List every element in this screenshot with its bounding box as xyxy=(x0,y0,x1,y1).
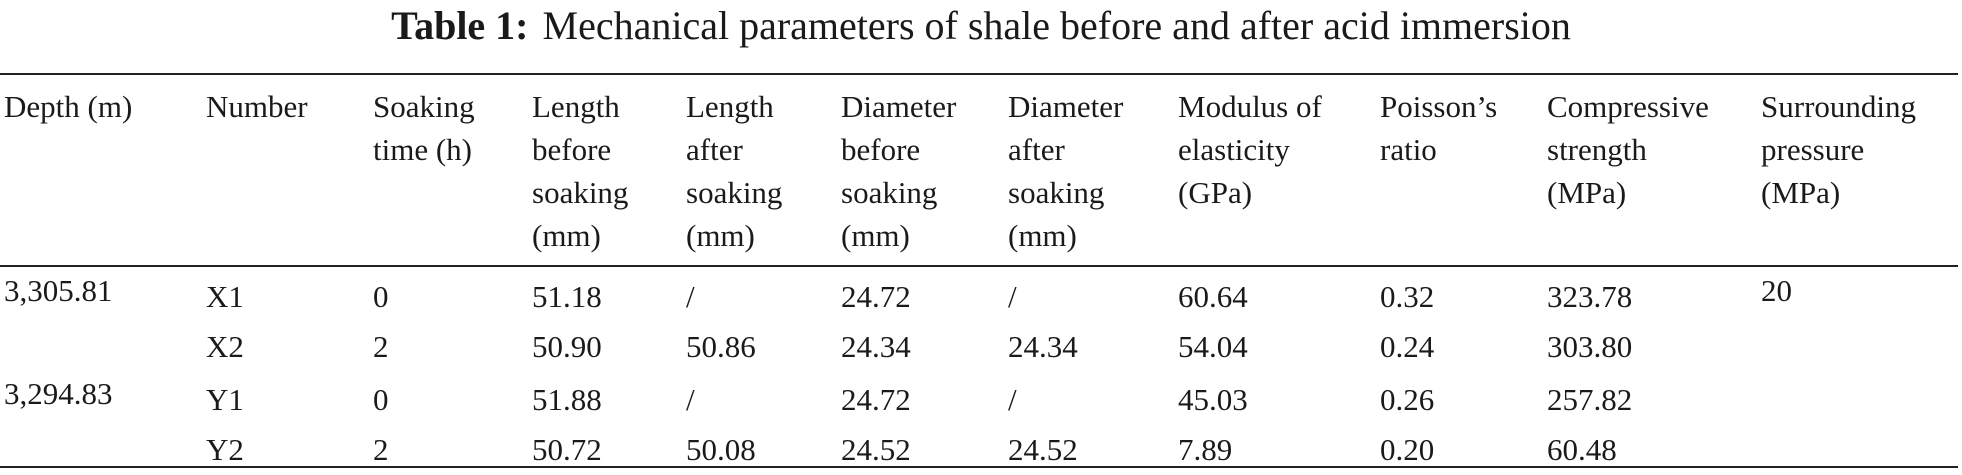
column-header: Compressive xyxy=(1547,89,1709,124)
table-cell: 54.04 xyxy=(1178,329,1248,364)
table-cell: 0.20 xyxy=(1380,432,1435,467)
column-header: soaking xyxy=(841,175,938,210)
top-rule xyxy=(0,73,1958,75)
table-cell: 303.80 xyxy=(1547,329,1633,364)
column-header: after xyxy=(686,132,743,167)
bottom-rule xyxy=(0,466,1958,468)
column-header: ratio xyxy=(1380,132,1437,167)
table-cell: 50.08 xyxy=(686,432,756,467)
column-header: Depth (m) xyxy=(4,89,133,124)
header-rule xyxy=(0,265,1958,267)
column-header: before xyxy=(841,132,921,167)
table-cell: 50.90 xyxy=(532,329,602,364)
column-header: (GPa) xyxy=(1178,175,1253,210)
column-header: (MPa) xyxy=(1547,175,1627,210)
column-header: (mm) xyxy=(686,218,755,253)
column-header: soaking xyxy=(532,175,629,210)
column-header: before xyxy=(532,132,612,167)
table-cell: 0.26 xyxy=(1380,382,1435,417)
table-cell: 24.72 xyxy=(841,382,911,417)
table-cell: 257.82 xyxy=(1547,382,1633,417)
column-header: soaking xyxy=(1008,175,1105,210)
column-header: soaking xyxy=(686,175,783,210)
title-text: Mechanical parameters of shale before an… xyxy=(542,3,1571,48)
table-cell: 0 xyxy=(373,382,389,417)
column-header: Soaking xyxy=(373,89,475,124)
table-cell: 20 xyxy=(1761,273,1792,308)
table-cell: X1 xyxy=(206,279,244,314)
table-cell: 24.34 xyxy=(841,329,911,364)
table-cell: 50.86 xyxy=(686,329,756,364)
table-cell: 323.78 xyxy=(1547,279,1633,314)
table-cell: 24.52 xyxy=(1008,432,1078,467)
table-cell: 60.64 xyxy=(1178,279,1248,314)
column-header: strength xyxy=(1547,132,1647,167)
column-header: Diameter xyxy=(841,89,957,124)
column-header: Number xyxy=(206,89,308,124)
column-header: Modulus of xyxy=(1178,89,1322,124)
table-cell: 24.52 xyxy=(841,432,911,467)
table-cell: 7.89 xyxy=(1178,432,1233,467)
table-cell: 3,294.83 xyxy=(4,376,113,411)
table-cell: 2 xyxy=(373,329,389,364)
column-header: Length xyxy=(532,89,620,124)
table-cell: 50.72 xyxy=(532,432,602,467)
table-cell: / xyxy=(1008,279,1017,314)
column-header: Diameter xyxy=(1008,89,1124,124)
column-header: time (h) xyxy=(373,132,472,167)
table-cell: 2 xyxy=(373,432,389,467)
table-cell: 24.72 xyxy=(841,279,911,314)
column-header: after xyxy=(1008,132,1065,167)
column-header: (mm) xyxy=(532,218,601,253)
column-header: (mm) xyxy=(1008,218,1077,253)
table-cell: 51.18 xyxy=(532,279,602,314)
table-cell: Y1 xyxy=(206,382,244,417)
table-cell: 0.32 xyxy=(1380,279,1435,314)
column-header: Surrounding xyxy=(1761,89,1916,124)
table-title: Table 1: Mechanical parameters of shale b… xyxy=(0,2,1962,49)
column-header: pressure xyxy=(1761,132,1865,167)
table-cell: 0 xyxy=(373,279,389,314)
column-header: Poisson’s xyxy=(1380,89,1498,124)
table-cell: Y2 xyxy=(206,432,244,467)
column-header: elasticity xyxy=(1178,132,1290,167)
table-cell: / xyxy=(686,279,695,314)
table-cell: 24.34 xyxy=(1008,329,1078,364)
table-cell: 0.24 xyxy=(1380,329,1435,364)
table-cell: / xyxy=(1008,382,1017,417)
table-cell: / xyxy=(686,382,695,417)
table-cell: 60.48 xyxy=(1547,432,1617,467)
table-cell: 45.03 xyxy=(1178,382,1248,417)
table-cell: 51.88 xyxy=(532,382,602,417)
table-cell: X2 xyxy=(206,329,244,364)
column-header: (MPa) xyxy=(1761,175,1841,210)
title-label: Table 1: xyxy=(391,3,529,48)
column-header: Length xyxy=(686,89,774,124)
table-cell: 3,305.81 xyxy=(4,273,113,308)
column-header: (mm) xyxy=(841,218,910,253)
